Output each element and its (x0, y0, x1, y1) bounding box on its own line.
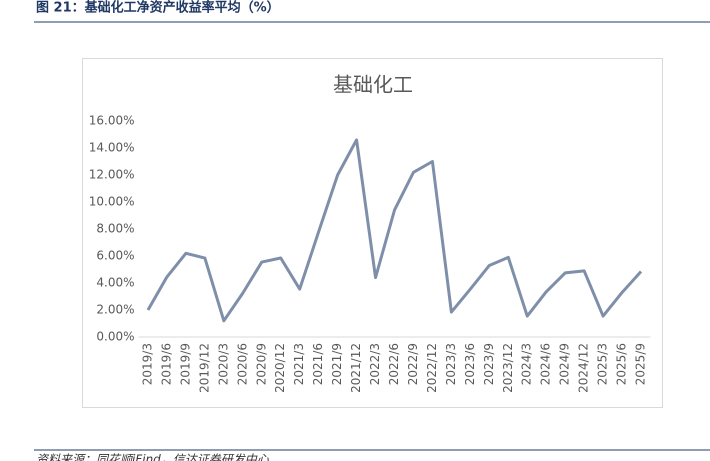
x-tick-label: 2024/12 (577, 343, 591, 393)
series-line (146, 138, 643, 323)
x-tick-label: 2021/6 (311, 343, 325, 385)
y-tick-label: 6.00% (96, 249, 134, 263)
x-tick-label: 2024/3 (520, 343, 534, 385)
x-tick-label: 2019/12 (197, 343, 211, 393)
y-tick-label: 0.00% (96, 330, 134, 344)
x-tick-label: 2025/9 (634, 343, 648, 385)
x-tick-label: 2025/6 (615, 343, 629, 385)
x-tick-label: 2023/9 (482, 343, 496, 385)
chart-title: 基础化工 (333, 73, 413, 97)
x-tick-label: 2023/12 (501, 343, 515, 393)
x-tick-label: 2022/3 (368, 343, 382, 385)
x-tick-label: 2021/12 (349, 343, 363, 393)
y-tick-label: 12.00% (89, 168, 135, 182)
x-tick-label: 2024/6 (539, 343, 553, 385)
x-tick-label: 2021/9 (330, 343, 344, 385)
y-tick-label: 4.00% (96, 276, 134, 290)
x-tick-label: 2023/3 (444, 343, 458, 385)
x-tick-label: 2022/12 (425, 343, 439, 393)
x-tick-label: 2023/6 (463, 343, 477, 385)
x-tick-label: 2021/3 (292, 343, 306, 385)
x-tick-label: 2019/3 (140, 343, 154, 385)
y-tick-label: 10.00% (89, 195, 135, 209)
source-note: 资料来源：同花顺iFind，信达证券研发中心 (36, 453, 270, 461)
y-tick-label: 2.00% (96, 303, 134, 317)
x-tick-label: 2020/6 (235, 343, 249, 385)
y-tick-label: 14.00% (89, 141, 135, 155)
x-tick-label: 2024/9 (558, 343, 572, 385)
y-tick-label: 8.00% (96, 222, 134, 236)
x-tick-label: 2022/9 (406, 343, 420, 385)
figure-title: 图 21：基础化工净资产收益率平均（%） (36, 0, 280, 16)
x-tick-label: 2020/3 (216, 343, 230, 385)
x-tick-label: 2022/6 (387, 343, 401, 385)
y-tick-label: 16.00% (89, 114, 135, 128)
chart-frame (82, 58, 663, 408)
x-tick-label: 2020/12 (273, 343, 287, 393)
x-tick-label: 2019/6 (159, 343, 173, 385)
x-tick-label: 2025/3 (596, 343, 610, 385)
x-tick-label: 2020/9 (254, 343, 268, 385)
x-tick-label: 2019/9 (178, 343, 192, 385)
